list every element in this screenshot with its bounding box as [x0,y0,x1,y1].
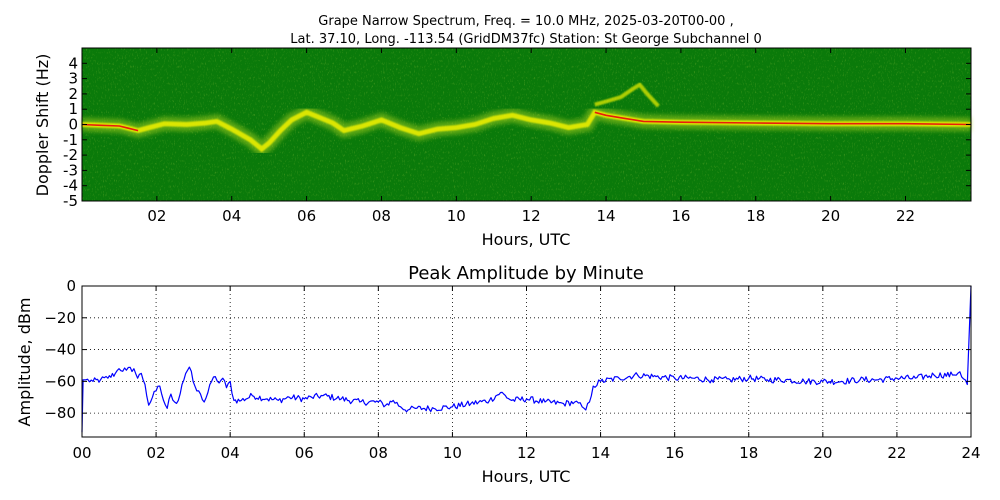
amplitude-x-tick-label: 10 [443,444,462,462]
spectrogram-x-tick-label: 16 [671,207,690,225]
spectrogram-y-tick-label: -4 [63,177,78,195]
spectrogram-title-line-1: Grape Narrow Spectrum, Freq. = 10.0 MHz,… [318,14,733,29]
amplitude-x-axis: 00 02 04 06 08 10 12 14 16 18 20 22 24 [72,286,981,462]
amplitude-x-tick-label: 18 [739,444,758,462]
spectrogram-x-tick-label: 10 [447,207,466,225]
amplitude-series-line [81,285,972,433]
amplitude-x-tick-label: 14 [591,444,610,462]
doppler-trace-secondary [594,82,660,108]
spectrogram-x-tick-label: 04 [222,207,241,225]
amplitude-x-tick-label: 08 [369,444,388,462]
spectrogram-title-line-2: Lat. 37.10, Long. -113.54 (GridDM37fc) S… [290,32,761,47]
amplitude-y-axis-label: Amplitude, dBm [15,298,34,427]
spectrogram-x-tick-label: 06 [297,207,316,225]
spectrogram-x-tick-label: 08 [372,207,391,225]
spectrogram-x-tick-label: 12 [522,207,541,225]
amplitude-y-tick-label: 0 [66,277,76,295]
doppler-traces [81,82,972,159]
spectrogram-y-tick-label: 1 [68,100,78,118]
amplitude-y-axis: 0 −20 −40 −60 −80 [44,277,971,422]
spectrogram-x-axis-label: Hours, UTC [482,230,571,249]
spectrogram-y-tick-label: -5 [63,192,78,210]
spectrogram-y-tick-label: 2 [68,85,78,103]
spectrogram-y-axis-label: Doppler Shift (Hz) [33,54,52,197]
amplitude-x-tick-label: 22 [887,444,906,462]
amplitude-x-tick-label: 06 [295,444,314,462]
spectrogram-y-tick-label: 4 [68,54,78,72]
amplitude-x-tick-label: 04 [221,444,240,462]
spectrogram-x-tick-label: 20 [821,207,840,225]
spectrogram-x-tick-label: 18 [746,207,765,225]
amplitude-y-tick-label: −60 [44,372,76,390]
spectrogram-panel: Grape Narrow Spectrum, Freq. = 10.0 MHz,… [33,14,972,249]
doppler-peak-line-2 [594,111,972,126]
spectrogram-y-tick-label: -1 [63,131,78,149]
amplitude-x-tick-label: 00 [72,444,91,462]
amplitude-y-tick-label: −20 [44,309,76,327]
amplitude-y-tick-label: −80 [44,404,76,422]
amplitude-x-tick-label: 16 [665,444,684,462]
amplitude-x-tick-label: 02 [147,444,166,462]
amplitude-plot-area [82,286,971,437]
amplitude-x-tick-label: 24 [961,444,980,462]
amplitude-x-axis-label: Hours, UTC [482,467,571,486]
amplitude-grid [82,286,971,437]
spectrogram-y-tick-label: 3 [68,70,78,88]
amplitude-panel: Peak Amplitude by Minute 00 02 04 06 08 10 12 1… [15,263,981,486]
spectrogram-x-tick-label: 22 [896,207,915,225]
amplitude-x-tick-label: 12 [517,444,536,462]
amplitude-y-tick-label: −40 [44,341,76,359]
spectrogram-y-tick-label: -2 [63,146,78,164]
spectrogram-x-axis: 02 04 06 08 10 12 14 16 18 20 22 [147,48,915,225]
spectrogram-y-tick-label: -3 [63,161,78,179]
amplitude-x-tick-label: 20 [813,444,832,462]
amplitude-title: Peak Amplitude by Minute [408,263,644,284]
doppler-peak-line-1 [81,123,139,132]
spectrogram-y-tick-label: 0 [68,116,78,134]
spectrogram-x-tick-label: 14 [596,207,615,225]
spectrogram-x-tick-label: 02 [147,207,166,225]
